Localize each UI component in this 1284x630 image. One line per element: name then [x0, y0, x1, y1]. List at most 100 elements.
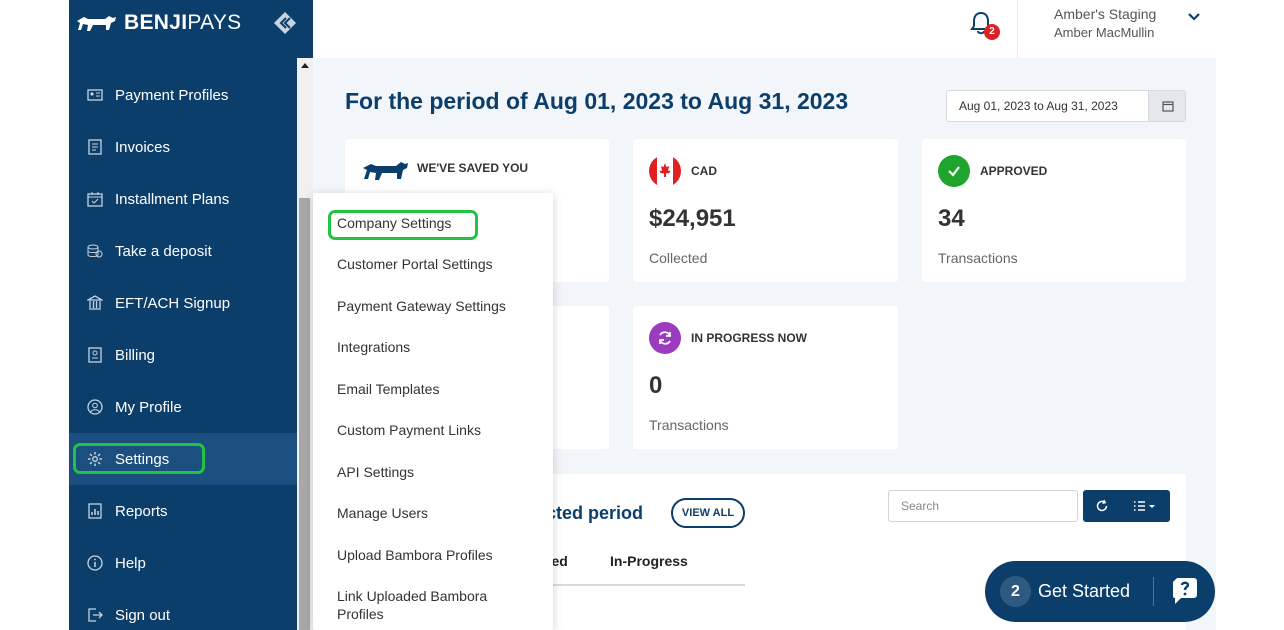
brand-bar: BENJIPAYS	[69, 0, 313, 58]
menu-item-customer-portal-settings[interactable]: Customer Portal Settings	[337, 256, 493, 272]
menu-item-payment-gateway-settings[interactable]: Payment Gateway Settings	[337, 298, 506, 314]
in-progress-count: 0	[649, 372, 663, 399]
tab-in-progress[interactable]: In-Progress	[610, 553, 688, 569]
menu-item-api-settings[interactable]: API Settings	[337, 464, 415, 480]
sidebar-item-label: EFT/ACH Signup	[115, 294, 231, 312]
sidebar-item-label: My Profile	[115, 398, 182, 416]
get-started-divider	[1153, 577, 1154, 606]
canada-flag-icon	[649, 155, 681, 187]
card-header: APPROVED	[938, 155, 1047, 187]
sidebar-item-help[interactable]: Help	[69, 537, 297, 589]
scroll-up-arrow-icon[interactable]	[301, 63, 309, 68]
menu-item-email-templates[interactable]: Email Templates	[337, 381, 440, 397]
calendar-icon	[1162, 101, 1174, 112]
settings-highlight	[73, 443, 205, 474]
sign-out-icon	[88, 608, 103, 622]
bank-icon	[87, 295, 103, 310]
sidebar-item-billing[interactable]: Billing	[69, 329, 297, 381]
coins-icon	[87, 244, 103, 258]
card-subtitle: Transactions	[649, 417, 729, 433]
profile-card-icon	[87, 89, 103, 101]
sidebar-item-settings[interactable]: Settings	[69, 433, 297, 485]
collected-amount: $24,951	[649, 205, 736, 232]
card-header: WE'VE SAVED YOU	[361, 155, 528, 187]
page-title: For the period of Aug 01, 2023 to Aug 31…	[345, 88, 849, 114]
reports-icon	[88, 503, 102, 519]
card-header: CAD	[649, 155, 717, 187]
column-list-icon[interactable]	[1133, 500, 1157, 512]
calendar-button[interactable]	[1148, 91, 1185, 121]
card-header: IN PROGRESS NOW	[649, 322, 807, 354]
card-title: APPROVED	[980, 164, 1048, 178]
panel-title: cted period	[546, 503, 644, 523]
invoice-icon	[88, 139, 102, 155]
user-circle-icon	[87, 399, 103, 415]
company-settings-highlight	[328, 210, 478, 240]
sidebar-item-label: Take a deposit	[115, 242, 212, 260]
chevron-down-icon[interactable]	[1187, 12, 1201, 22]
card-title: WE'VE SAVED YOU	[417, 161, 529, 175]
date-range-value[interactable]: Aug 01, 2023 to Aug 31, 2023	[959, 99, 1118, 113]
sidebar-item-label: Reports	[115, 502, 168, 520]
cad-card: CAD $24,951 Collected	[633, 139, 898, 282]
dog-icon	[363, 162, 408, 180]
refresh-icon[interactable]	[1095, 499, 1109, 513]
sidebar-item-label: Sign out	[115, 606, 171, 624]
billing-icon	[88, 347, 102, 363]
get-started-label[interactable]: Get Started	[1038, 581, 1131, 601]
card-subtitle: Transactions	[938, 250, 1018, 266]
in-progress-card: IN PROGRESS NOW 0 Transactions	[633, 306, 898, 449]
settings-dropdown-menu: Company Settings Customer Portal Setting…	[313, 193, 553, 630]
sidebar-item-label: Payment Profiles	[115, 86, 229, 104]
top-header: 2 Amber's Staging Amber MacMullin	[313, 0, 1216, 58]
sidebar-item-sign-out[interactable]: Sign out	[69, 589, 297, 630]
account-user[interactable]: Amber MacMullin	[1054, 25, 1155, 40]
date-range-picker[interactable]: Aug 01, 2023 to Aug 31, 2023	[946, 90, 1186, 122]
menu-item-link-uploaded-bambora-profiles[interactable]: Link Uploaded Bambora Profiles	[337, 588, 488, 622]
info-icon	[87, 555, 103, 571]
search-input[interactable]	[888, 490, 1078, 522]
sidebar-item-label: Invoices	[115, 138, 171, 156]
card-subtitle: Collected	[649, 250, 708, 266]
account-name[interactable]: Amber's Staging	[1054, 6, 1157, 22]
help-chat-icon[interactable]	[1169, 574, 1201, 608]
sidebar-item-installment-plans[interactable]: Installment Plans	[69, 173, 297, 225]
sync-icon	[649, 322, 681, 354]
tabs-underline	[539, 584, 745, 586]
sidebar-item-label: Help	[115, 554, 146, 572]
sidebar-item-payment-profiles[interactable]: Payment Profiles	[69, 69, 297, 121]
menu-item-manage-users[interactable]: Manage Users	[337, 505, 429, 521]
approved-card: APPROVED 34 Transactions	[922, 139, 1186, 282]
scrollbar-thumb[interactable]	[299, 198, 310, 630]
sidebar-item-reports[interactable]: Reports	[69, 485, 297, 537]
menu-item-company-settings[interactable]: Company Settings	[337, 215, 452, 231]
sidebar: Payment Profiles Invoices Installment Pl…	[69, 58, 297, 630]
approved-count: 34	[938, 205, 965, 232]
bell-icon[interactable]	[970, 11, 992, 35]
dog-logo-icon	[77, 16, 116, 31]
header-divider	[1017, 0, 1018, 58]
sidebar-item-my-profile[interactable]: My Profile	[69, 381, 297, 433]
sidebar-scrollbar[interactable]	[297, 58, 313, 630]
table-toolbar-buttons	[1083, 490, 1170, 522]
notification-badge: 2	[984, 24, 1000, 40]
menu-item-integrations[interactable]: Integrations	[337, 339, 411, 355]
app-window: BENJIPAYS Payment Profiles Invoices Inst…	[69, 0, 1216, 630]
gear-icon	[88, 452, 102, 466]
menu-item-custom-payment-links[interactable]: Custom Payment Links	[337, 422, 481, 438]
sidebar-item-label: Installment Plans	[115, 190, 230, 208]
sidebar-item-label: Billing	[115, 346, 156, 364]
menu-item-upload-bambora-profiles[interactable]: Upload Bambora Profiles	[337, 547, 493, 563]
calendar-check-icon	[87, 192, 103, 207]
get-started-count: 2	[1000, 576, 1031, 607]
collapse-arrow-icon[interactable]	[273, 11, 297, 35]
card-title: IN PROGRESS NOW	[691, 331, 808, 345]
sidebar-item-invoices[interactable]: Invoices	[69, 121, 297, 173]
view-all-button[interactable]: VIEW ALL	[671, 498, 745, 528]
check-icon	[938, 155, 970, 187]
sidebar-item-take-a-deposit[interactable]: Take a deposit	[69, 225, 297, 277]
brand-logo-text: BENJIPAYS	[124, 11, 242, 34]
get-started-widget[interactable]: 2 Get Started	[985, 561, 1215, 622]
sidebar-item-label: Settings	[115, 450, 170, 468]
sidebar-item-eft-ach-signup[interactable]: EFT/ACH Signup	[69, 277, 297, 329]
